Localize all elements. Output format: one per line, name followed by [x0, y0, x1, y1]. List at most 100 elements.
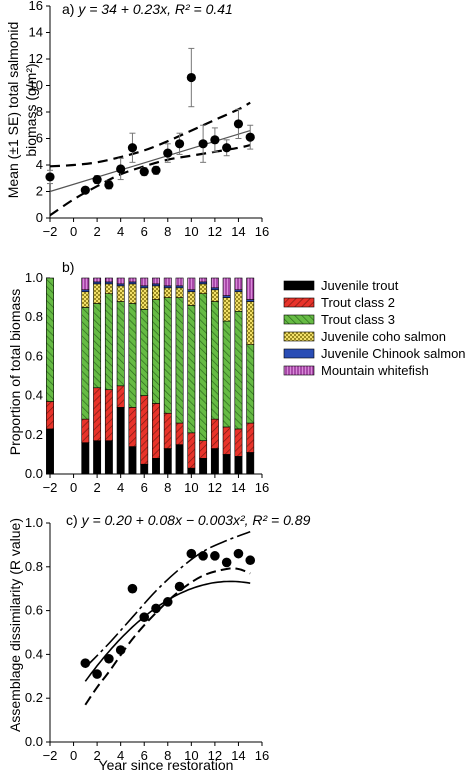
panel-a-x-tick-label: 6: [141, 224, 148, 239]
bar-segment: [116, 407, 125, 475]
bar-segment: [81, 307, 90, 420]
panel-b-x-tick-label: −2: [43, 480, 58, 495]
legend-swatch: [283, 280, 315, 291]
panel-a-x-tick-label: 4: [117, 224, 124, 239]
panel-c-point: [245, 555, 256, 566]
legend-label: Juvenile Chinook salmon: [321, 346, 466, 361]
panel-c-point: [151, 603, 161, 614]
panel-c-point: [186, 548, 197, 559]
bar-segment: [222, 454, 231, 475]
bar-segment: [116, 385, 125, 408]
bar-segment: [234, 291, 243, 312]
panel-b-x-tick-label: 2: [93, 480, 100, 495]
bar-segment: [152, 299, 160, 404]
panel-b-y-tick-label: 0.8: [25, 309, 43, 324]
panel-c-point: [115, 645, 126, 655]
panel-a-point: [186, 72, 196, 83]
bar-segment: [152, 285, 160, 300]
bar-segment: [210, 277, 219, 289]
panel-b-proportion: b) Proportion of total biomass 0.0 0.2 0.4…: [7, 259, 466, 495]
bar-segment: [46, 401, 54, 430]
bar-segment: [199, 440, 208, 459]
bar-segment: [93, 387, 102, 441]
panel-a-point: [80, 185, 90, 195]
bar-segment: [128, 446, 137, 475]
panel-a-point: [127, 143, 138, 153]
panel-b-y-tick-label: 1.0: [25, 270, 43, 285]
panel-c-x-tick-label: 8: [164, 748, 171, 763]
panel-b-x-tick-label: 10: [184, 480, 198, 495]
panel-b-x-tick-label: 14: [231, 480, 245, 495]
panel-b-x-tick-label: 16: [255, 480, 269, 495]
bar-segment: [163, 277, 172, 287]
panel-c-axes: 0.0 0.2 0.4 0.6 0.8 1.0 −2 0 2 4 6 8 10 12 14 16: [25, 515, 269, 763]
bar-segment: [152, 277, 160, 285]
panel-c-fit-curve: [84, 580, 251, 682]
panel-b-x-tick-label: 0: [70, 480, 77, 495]
bar-segment: [81, 442, 90, 475]
panel-a-point: [45, 172, 55, 182]
panel-c-fit-lines: [84, 531, 251, 706]
bar-segment: [246, 301, 255, 345]
panel-c-x-tick-label: 4: [117, 748, 124, 763]
panel-a-point: [104, 180, 114, 190]
panel-a-point: [116, 164, 126, 174]
panel-a-biomass: a) y = 34 + 0.23x, R² = 0.41 Mean (±1 SE…: [5, 0, 269, 239]
bar-segment: [163, 448, 172, 475]
legend-label: Trout class 2: [321, 295, 395, 310]
panel-c-ci-upper: [84, 531, 251, 669]
panel-b-y-tick-label: 0.2: [25, 427, 43, 442]
bar-segment: [175, 297, 184, 424]
bar-segment: [222, 426, 231, 455]
bar-segment: [46, 277, 54, 402]
bar-segment: [187, 432, 196, 469]
panel-c-x-tick-label: 10: [184, 748, 198, 763]
panel-c-y-tick-label: 0.0: [25, 734, 43, 749]
panel-c-point: [221, 557, 232, 568]
bar-segment: [140, 463, 149, 475]
panel-a-point: [222, 143, 232, 153]
panel-c-point: [127, 583, 138, 594]
panel-c-x-tick-label: −2: [43, 748, 58, 763]
panel-a-point: [210, 135, 220, 145]
legend-swatch: [283, 297, 315, 308]
bar-segment: [128, 277, 137, 283]
panel-a-y-tick-label: 12: [29, 51, 43, 66]
panel-b-y-tick-label: 0.0: [25, 466, 43, 481]
panel-a-title: a) y = 34 + 0.23x, R² = 0.41: [62, 1, 233, 17]
panel-c-point: [80, 658, 91, 668]
bar-segment: [246, 344, 255, 424]
panel-c-ci-lower: [84, 567, 251, 706]
panel-a-point: [174, 139, 185, 149]
bar-segment: [93, 303, 102, 389]
bar-segment: [93, 277, 102, 283]
bar-segment: [116, 301, 125, 387]
panel-a-y-tick-label: 2: [36, 184, 43, 199]
bar-segment: [222, 297, 231, 322]
panel-c-ylabel: Assemblage dissimilarity (R value): [7, 518, 23, 732]
panel-a-x-tick-label: 2: [93, 224, 100, 239]
panel-a-ci-lower: [49, 144, 251, 217]
bar-segment: [187, 305, 196, 434]
bar-segment: [140, 395, 149, 465]
legend-label: Trout class 3: [321, 312, 395, 327]
bar-segment: [128, 303, 137, 408]
panel-a-y-tick-label: 0: [36, 210, 43, 225]
bar-segment: [210, 301, 219, 420]
panel-c-title: c) y = 0.20 + 0.08x − 0.003x², R² = 0.89: [66, 512, 311, 528]
bar-segment: [104, 277, 113, 283]
bar-segment: [140, 309, 149, 396]
bar-segment: [140, 287, 149, 310]
panel-c-x-tick-label: 6: [141, 748, 148, 763]
bar-segment: [152, 403, 160, 459]
bar-segment: [81, 291, 90, 308]
panel-c-point: [233, 548, 244, 559]
panel-c-x-tick-label: 2: [93, 748, 100, 763]
bar-segment: [175, 287, 184, 298]
panel-c-y-tick-label: 1.0: [25, 515, 43, 530]
panel-c-y-tick-label: 0.2: [25, 690, 43, 705]
panel-c-y-tick-label: 0.6: [25, 603, 43, 618]
panel-b-x-tick-label: 12: [208, 480, 222, 495]
panel-a-point: [151, 165, 161, 175]
